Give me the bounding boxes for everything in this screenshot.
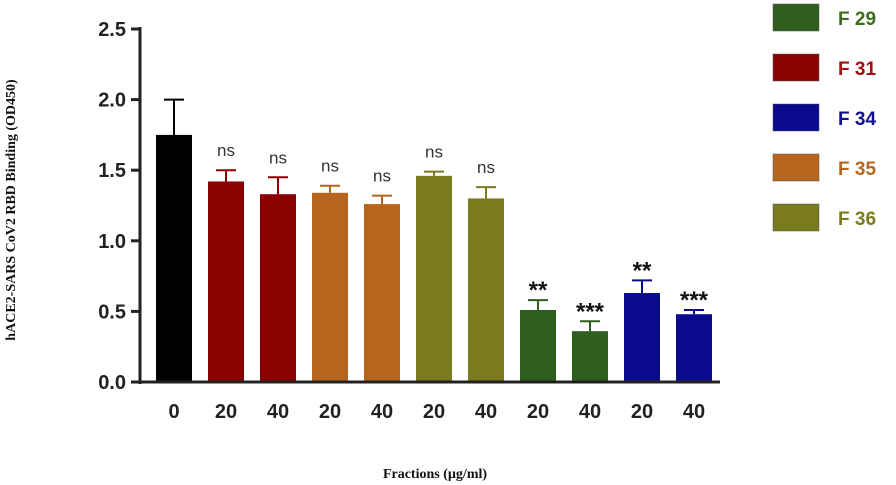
bar [520, 310, 556, 382]
significance-label: *** [576, 298, 605, 325]
bar [572, 331, 608, 382]
legend-label: F 31 [838, 59, 876, 80]
x-tick-label: 20 [527, 401, 549, 423]
bar [624, 293, 660, 382]
significance-label: ns [217, 141, 235, 160]
legend-swatch [773, 204, 819, 231]
bar-group: ns [416, 143, 452, 382]
significance-label: ** [529, 277, 548, 304]
x-tick-label: 20 [631, 401, 653, 423]
legend-swatch [773, 4, 819, 31]
bar-group: ns [208, 141, 244, 382]
legend-swatch [773, 104, 819, 131]
significance-label: ns [373, 167, 391, 186]
bar-group: ns [468, 158, 504, 382]
x-tick-label: 20 [319, 401, 341, 423]
bar [468, 198, 504, 382]
bar [676, 314, 712, 382]
bar-group: ** [520, 277, 556, 382]
y-tick-label: 0.5 [98, 301, 126, 323]
bar [260, 194, 296, 382]
y-tick-label: 2.0 [98, 90, 126, 112]
x-tick-label: 40 [475, 401, 497, 423]
legend-item: F 29 [773, 4, 876, 31]
significance-label: *** [680, 287, 709, 314]
y-tick-label: 0.0 [98, 372, 126, 394]
legend-label: F 29 [838, 9, 876, 30]
x-tick-label: 20 [215, 401, 237, 423]
y-tick-label: 1.0 [98, 231, 126, 253]
bar-group: *** [572, 298, 608, 382]
x-tick-label: 40 [683, 401, 705, 423]
legend: F 29 F 31 F 34 F 35 F 36 [773, 4, 876, 231]
x-tick-label: 40 [371, 401, 393, 423]
legend-label: F 36 [838, 209, 876, 230]
bar-group: ns [364, 167, 400, 382]
x-tick-label: 40 [267, 401, 289, 423]
legend-item: F 34 [773, 104, 876, 131]
legend-label: F 35 [838, 159, 876, 180]
legend-item: F 35 [773, 154, 876, 181]
legend-item: F 36 [773, 204, 876, 231]
y-axis: 0.0 0.5 1.0 1.5 2.0 2.5 [98, 19, 140, 394]
legend-swatch [773, 54, 819, 81]
significance-label: ns [425, 143, 443, 162]
x-axis-title: Fractions (µg/ml) [383, 467, 487, 482]
significance-label: ** [633, 257, 652, 284]
bar-group: *** [676, 287, 712, 382]
significance-label: ns [477, 158, 495, 177]
bar-group: ns [260, 148, 296, 382]
bar-group: ns [312, 157, 348, 382]
bar [156, 135, 192, 382]
bar-group: ** [624, 257, 660, 382]
legend-item: F 31 [773, 54, 876, 81]
significance-label: ns [269, 148, 287, 167]
bar [208, 181, 244, 382]
bar [364, 204, 400, 382]
y-axis-title: hACE2-SARS CoV2 RBD Binding (OD450) [4, 79, 19, 341]
x-tick-label: 0 [168, 401, 179, 423]
significance-label: ns [321, 157, 339, 176]
bar [312, 193, 348, 382]
bar [416, 176, 452, 382]
y-tick-label: 1.5 [98, 160, 126, 182]
bar-group [156, 100, 192, 382]
x-tick-label: 20 [423, 401, 445, 423]
y-tick-label: 2.5 [98, 19, 126, 41]
legend-label: F 34 [838, 109, 876, 130]
x-tick-label: 40 [579, 401, 601, 423]
x-axis: 0 20 40 20 40 20 40 20 40 20 40 [139, 382, 721, 423]
legend-swatch [773, 154, 819, 181]
